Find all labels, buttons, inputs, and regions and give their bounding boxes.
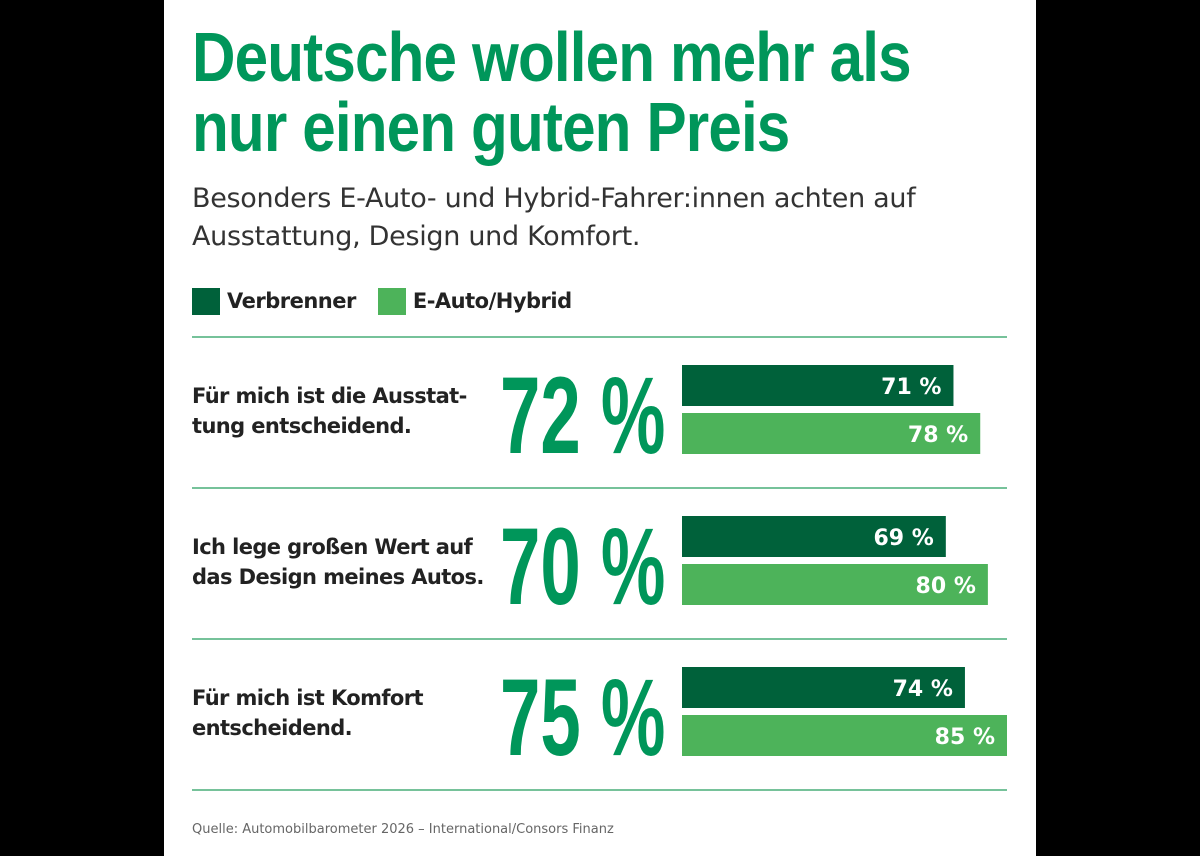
legend-item-e-auto-hybrid: E-Auto/Hybrid [377, 287, 572, 315]
page-title: Deutsche wollen mehr als nur einen guten… [192, 18, 912, 166]
statement-label-2-line-1: Ich lege großen Wert auf [192, 535, 474, 559]
total-percent-2: 70 % [500, 505, 665, 628]
statement-label-1-line-1: Für mich ist die Ausstat- [192, 384, 467, 408]
legend-label-verbrenner: Verbrenner [227, 289, 356, 313]
bar-e-auto-hybrid-3 [682, 715, 1007, 756]
bar-label-verbrenner-2: 69 % [873, 526, 933, 551]
statement-label-3-line-1: Für mich ist Komfort [192, 686, 423, 710]
bar-chart: Für mich ist die Ausstat-tung entscheide… [192, 336, 1007, 791]
bar-label-verbrenner-1: 71 % [881, 375, 941, 400]
chart-legend: Verbrenner E-Auto/Hybrid [192, 287, 594, 315]
legend-swatch-verbrenner [192, 287, 220, 315]
subtitle-line-2: Ausstattung, Design und Komfort. [192, 221, 641, 252]
statement-label-1-line-2: tung entscheidend. [192, 414, 411, 438]
legend-item-verbrenner: Verbrenner [192, 287, 356, 315]
legend-label-e-auto-hybrid: E-Auto/Hybrid [412, 289, 572, 313]
title-line-1: Deutsche wollen mehr als [192, 18, 912, 96]
total-percent-1: 72 % [500, 354, 665, 477]
subtitle: Besonders E-Auto- und Hybrid-Fahrer:inne… [192, 180, 1012, 256]
statement-label-3-line-2: entscheidend. [192, 716, 352, 740]
total-percent-3: 75 % [500, 656, 665, 779]
title-line-2: nur einen guten Preis [192, 88, 790, 166]
bar-e-auto-hybrid-2 [682, 564, 988, 605]
bar-label-e-auto-hybrid-1: 78 % [908, 423, 968, 448]
bar-e-auto-hybrid-1 [682, 413, 981, 454]
bar-label-verbrenner-3: 74 % [893, 677, 953, 702]
bar-verbrenner-1 [682, 365, 954, 406]
legend-swatch-e-auto-hybrid [377, 287, 406, 315]
bar-label-e-auto-hybrid-3: 85 % [935, 725, 995, 750]
statement-label-2-line-2: das Design meines Autos. [192, 565, 484, 589]
infographic-card: Deutsche wollen mehr als nur einen guten… [164, 0, 1036, 856]
bar-verbrenner-3 [682, 667, 965, 708]
bar-label-e-auto-hybrid-2: 80 % [916, 574, 976, 599]
subtitle-line-1: Besonders E-Auto- und Hybrid-Fahrer:inne… [192, 183, 916, 214]
bar-verbrenner-2 [682, 516, 946, 557]
source-note: Quelle: Automobilbarometer 2026 – Intern… [192, 822, 614, 837]
